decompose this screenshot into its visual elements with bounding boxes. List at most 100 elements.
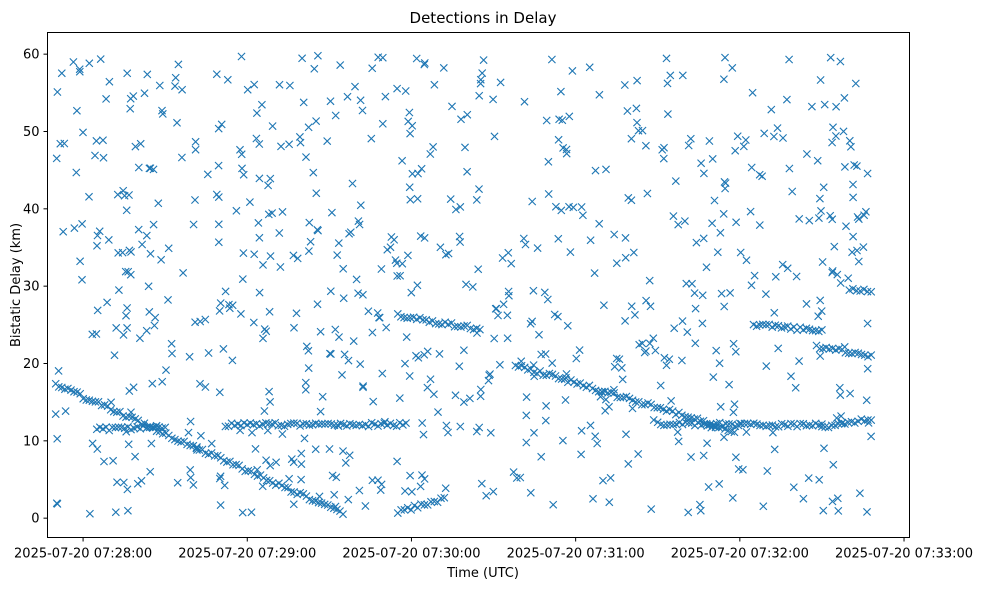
data-point <box>236 426 245 435</box>
data-point <box>828 138 837 147</box>
data-point <box>315 492 324 501</box>
data-point <box>262 456 271 465</box>
data-point <box>649 416 658 424</box>
data-point <box>697 159 706 168</box>
data-point <box>599 476 607 485</box>
data-point <box>758 172 767 181</box>
data-point <box>91 397 100 406</box>
data-point <box>624 459 633 468</box>
data-point <box>214 193 223 202</box>
data-point <box>310 64 319 73</box>
data-point <box>548 359 557 368</box>
data-point <box>125 412 134 421</box>
data-point <box>305 421 314 430</box>
data-point <box>177 153 186 162</box>
data-point <box>405 183 414 192</box>
data-point <box>601 395 610 404</box>
data-point <box>164 295 172 304</box>
x-tick-label: 2025-07-20 07:33:00 <box>835 547 973 562</box>
data-point <box>253 465 262 474</box>
data-point <box>162 366 170 375</box>
data-point <box>123 485 132 494</box>
data-point <box>53 88 62 96</box>
data-point <box>395 394 404 403</box>
data-point <box>398 156 407 165</box>
data-point <box>816 296 825 305</box>
data-point <box>184 428 193 437</box>
data-point <box>134 163 143 172</box>
data-point <box>828 267 837 275</box>
data-point <box>440 493 449 502</box>
data-point <box>238 275 247 284</box>
data-point <box>622 430 630 439</box>
data-point <box>113 190 122 199</box>
data-point <box>397 505 406 514</box>
data-point <box>285 140 294 149</box>
data-point <box>352 275 361 284</box>
data-point <box>304 123 313 132</box>
data-point <box>666 71 675 80</box>
data-point <box>463 167 472 176</box>
data-point <box>56 139 65 148</box>
data-point <box>51 410 60 419</box>
data-point <box>475 91 484 100</box>
data-point <box>95 227 104 236</box>
data-point <box>746 207 755 216</box>
data-point <box>867 287 876 296</box>
data-point <box>214 161 223 170</box>
data-point <box>670 324 679 333</box>
data-point <box>829 123 837 132</box>
data-point <box>356 201 365 210</box>
data-point <box>171 82 179 91</box>
data-point <box>606 473 615 482</box>
data-point <box>336 61 345 70</box>
data-point <box>867 351 876 360</box>
data-point <box>836 391 845 400</box>
data-point <box>595 219 604 228</box>
data-point <box>272 458 281 467</box>
data-point <box>662 54 671 63</box>
data-point <box>193 445 201 454</box>
data-point <box>326 350 335 358</box>
y-tick-label: 0 <box>31 512 39 527</box>
data-point <box>146 164 155 173</box>
data-point <box>377 265 386 273</box>
data-point <box>417 164 426 173</box>
data-point <box>359 383 367 392</box>
data-point <box>407 505 416 514</box>
data-point <box>204 349 213 357</box>
data-point <box>489 487 498 496</box>
data-point <box>725 380 734 389</box>
data-point <box>758 320 767 329</box>
data-point <box>403 251 412 260</box>
data-point <box>771 321 780 330</box>
data-point <box>816 352 825 360</box>
data-point <box>802 299 811 308</box>
data-point <box>862 396 871 405</box>
data-point <box>468 282 477 291</box>
data-point <box>547 55 556 64</box>
data-point <box>334 422 343 431</box>
data-point <box>817 325 826 334</box>
data-point <box>834 506 843 515</box>
data-point <box>123 323 132 332</box>
data-point <box>852 162 861 171</box>
data-point <box>796 419 805 428</box>
data-point <box>731 347 740 356</box>
data-point <box>123 304 132 312</box>
data-point <box>731 146 740 155</box>
data-point <box>300 434 309 443</box>
data-point <box>854 257 863 266</box>
data-point <box>52 499 61 508</box>
data-point <box>698 319 707 328</box>
data-point <box>572 354 581 363</box>
data-point <box>287 488 296 496</box>
data-point <box>849 232 858 241</box>
data-point <box>340 350 349 359</box>
data-point <box>196 379 204 388</box>
data-point <box>818 258 827 266</box>
data-point <box>328 471 337 480</box>
data-point <box>133 479 142 488</box>
data-point <box>690 289 699 298</box>
data-point <box>688 279 696 288</box>
